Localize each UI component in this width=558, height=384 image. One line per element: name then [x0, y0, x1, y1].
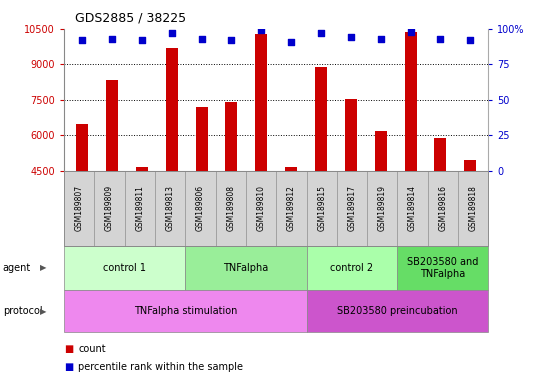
- Text: count: count: [78, 344, 106, 354]
- Point: [227, 37, 236, 43]
- Text: TNFalpha stimulation: TNFalpha stimulation: [134, 306, 237, 316]
- Point: [167, 30, 176, 36]
- Text: control 1: control 1: [103, 263, 146, 273]
- Point: [108, 36, 117, 42]
- Bar: [405, 32, 417, 278]
- Point: [376, 36, 385, 42]
- Text: GSM189812: GSM189812: [287, 185, 296, 231]
- Point: [78, 37, 86, 43]
- Text: SB203580 and
TNFalpha: SB203580 and TNFalpha: [407, 257, 479, 279]
- Text: GSM189813: GSM189813: [166, 185, 175, 231]
- Text: GSM189815: GSM189815: [317, 185, 326, 231]
- Bar: [285, 167, 297, 278]
- Bar: [225, 102, 237, 278]
- Text: TNFalpha: TNFalpha: [223, 263, 268, 273]
- Bar: [136, 167, 148, 278]
- Bar: [195, 107, 208, 278]
- Text: GSM189809: GSM189809: [105, 185, 114, 232]
- Point: [287, 38, 296, 45]
- Text: GSM189811: GSM189811: [136, 185, 145, 231]
- Text: GSM189810: GSM189810: [257, 185, 266, 231]
- Text: percentile rank within the sample: percentile rank within the sample: [78, 362, 243, 372]
- Bar: [76, 124, 88, 278]
- Text: ■: ■: [64, 344, 74, 354]
- Text: ■: ■: [64, 362, 74, 372]
- Point: [137, 37, 146, 43]
- Text: GSM189817: GSM189817: [348, 185, 357, 231]
- Text: GSM189816: GSM189816: [439, 185, 448, 231]
- Text: ▶: ▶: [40, 306, 46, 316]
- Text: GSM189807: GSM189807: [75, 185, 84, 232]
- Bar: [464, 160, 477, 278]
- Point: [347, 34, 355, 40]
- Bar: [315, 67, 327, 278]
- Text: GSM189808: GSM189808: [227, 185, 235, 231]
- Point: [406, 28, 415, 35]
- Text: GSM189819: GSM189819: [378, 185, 387, 231]
- Text: control 2: control 2: [330, 263, 373, 273]
- Point: [257, 27, 266, 33]
- Bar: [435, 138, 446, 278]
- Bar: [256, 33, 267, 278]
- Point: [466, 37, 475, 43]
- Text: protocol: protocol: [3, 306, 42, 316]
- Text: SB203580 preincubation: SB203580 preincubation: [337, 306, 458, 316]
- Text: GSM189814: GSM189814: [408, 185, 417, 231]
- Point: [316, 30, 325, 36]
- Bar: [106, 80, 118, 278]
- Text: ▶: ▶: [40, 263, 46, 272]
- Point: [436, 36, 445, 42]
- Text: GSM189818: GSM189818: [469, 185, 478, 231]
- Bar: [375, 131, 387, 278]
- Text: agent: agent: [3, 263, 31, 273]
- Bar: [345, 99, 357, 278]
- Point: [197, 36, 206, 42]
- Bar: [166, 48, 177, 278]
- Text: GDS2885 / 38225: GDS2885 / 38225: [75, 12, 186, 25]
- Text: GSM189806: GSM189806: [196, 185, 205, 232]
